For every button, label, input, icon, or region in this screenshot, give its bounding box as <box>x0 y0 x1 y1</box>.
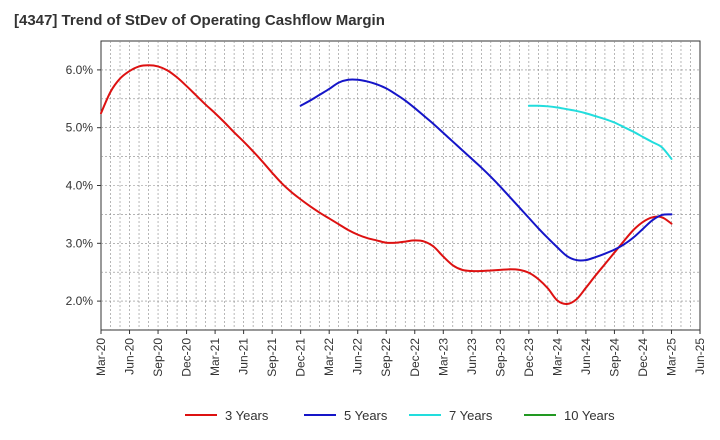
x-tick-label: Sep-24 <box>607 338 621 377</box>
legend: 3 Years 5 Years 7 Years 10 Years <box>185 408 615 423</box>
x-tick-label: Jun-21 <box>237 338 251 375</box>
x-tick-label: Jun-25 <box>693 338 707 375</box>
x-tick-label: Sep-21 <box>265 338 279 377</box>
x-tick-label: Mar-20 <box>94 338 108 376</box>
x-tick-label: Jun-24 <box>579 338 593 375</box>
x-tick-label: Mar-24 <box>550 338 564 376</box>
legend-item-7-years: 7 Years <box>409 408 493 423</box>
legend-item-3-years: 3 Years <box>185 408 269 423</box>
legend-item-10-years: 10 Years <box>524 408 615 423</box>
x-tick-label: Dec-21 <box>294 338 308 377</box>
x-tick-label: Mar-25 <box>664 338 678 376</box>
series-line-7-years <box>527 104 673 160</box>
x-tick-label: Sep-23 <box>493 338 507 377</box>
x-tick-label: Jun-20 <box>123 338 137 375</box>
x-tick-label: Mar-21 <box>208 338 222 376</box>
plot-area <box>100 40 701 331</box>
y-tick-label: 5.0% <box>66 121 94 135</box>
legend-item-5-years: 5 Years <box>304 408 388 423</box>
grid-layer <box>101 41 700 330</box>
x-axis: Mar-20 Jun-20 Sep-20 Dec-20 Mar-21 Jun-21 Sep-… <box>94 330 707 377</box>
x-tick-label: Dec-24 <box>636 338 650 377</box>
y-axis: 2.0% 3.0% 4.0% 5.0% 6.0% <box>66 63 101 308</box>
series-line-3-years <box>100 64 673 306</box>
x-tick-label: Mar-23 <box>436 338 450 376</box>
x-tick-label: Dec-23 <box>522 338 536 377</box>
legend-label: 7 Years <box>449 408 493 423</box>
x-tick-label: Sep-20 <box>151 338 165 377</box>
series-line-5-years <box>299 78 673 262</box>
y-tick-label: 6.0% <box>66 63 94 77</box>
y-tick-label: 2.0% <box>66 294 94 308</box>
y-tick-label: 3.0% <box>66 236 94 250</box>
x-tick-label: Sep-22 <box>379 338 393 377</box>
series-layer <box>100 64 673 306</box>
legend-label: 3 Years <box>225 408 269 423</box>
legend-label: 10 Years <box>564 408 615 423</box>
chart-title: [4347] Trend of StDev of Operating Cashf… <box>14 12 385 29</box>
legend-label: 5 Years <box>344 408 388 423</box>
x-tick-label: Jun-22 <box>351 338 365 375</box>
x-tick-label: Dec-20 <box>180 338 194 377</box>
x-tick-label: Mar-22 <box>322 338 336 376</box>
y-tick-label: 4.0% <box>66 179 94 193</box>
x-tick-label: Jun-23 <box>465 338 479 375</box>
x-tick-label: Dec-22 <box>408 338 422 377</box>
